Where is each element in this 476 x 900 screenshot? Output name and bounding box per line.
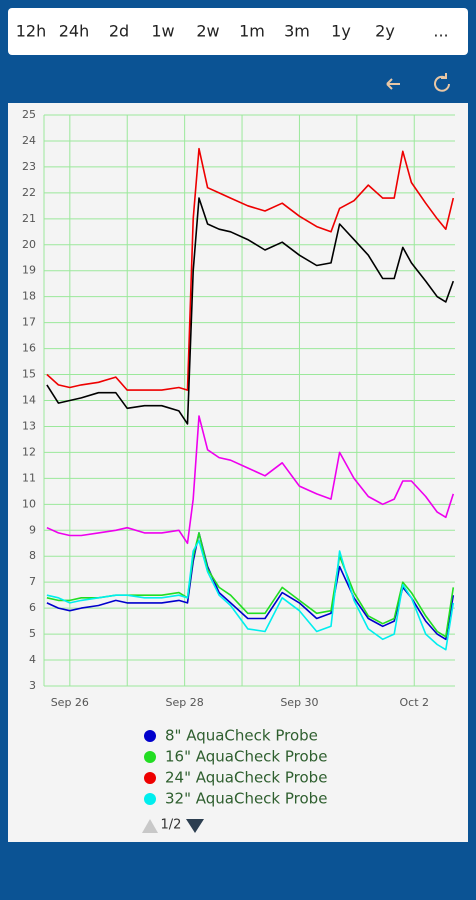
y-tick-label: 21 [22,212,36,225]
back-icon[interactable] [386,78,400,90]
range-button[interactable]: 1w [151,22,174,41]
y-tick-label: 19 [22,264,36,277]
refresh-icon[interactable] [434,73,450,92]
range-button[interactable]: 2w [196,22,219,41]
range-button[interactable]: 3m [284,22,310,41]
y-tick-label: 10 [22,497,36,510]
y-tick-label: 13 [22,419,36,432]
y-tick-label: 5 [29,627,36,640]
range-button[interactable]: 1m [239,22,265,41]
range-button[interactable]: ... [433,22,448,41]
plot: 3 4 5 6 7 8 9 10 11 12 13 14 15 16 17 18 19 20 21 22 23 24 25 S… [22,108,455,709]
y-tick-label: 11 [22,471,36,484]
y-tick-label: 3 [29,679,36,692]
y-tick-label: 23 [22,160,36,173]
series-line [46,415,455,545]
range-button[interactable]: 24h [59,22,90,41]
x-tick-label: Sep 30 [280,696,318,709]
range-button[interactable]: 12h [16,22,47,41]
y-tick-label: 8 [29,549,36,562]
chart-panel [8,103,468,842]
y-tick-label: 6 [29,601,36,614]
legend-marker [144,772,156,784]
y-tick-label: 15 [22,368,36,381]
y-tick-label: 20 [22,238,36,251]
y-tick-label: 24 [22,134,36,147]
y-tick-label: 17 [22,316,36,329]
y-tick-label: 25 [22,108,36,121]
pager-up[interactable] [142,819,158,833]
legend-label: 16" AquaCheck Probe [165,748,327,766]
range-button[interactable]: 2y [375,22,395,41]
pager-down[interactable] [186,819,204,833]
legend-marker [144,793,156,805]
legend-label: 32" AquaCheck Probe [165,790,327,808]
toolbar [8,8,468,55]
y-tick-label: 12 [22,445,36,458]
x-tick-label: Oct 2 [399,696,429,709]
y-tick-label: 22 [22,186,36,199]
x-tick-label: Sep 26 [51,696,89,709]
y-tick-label: 4 [29,653,36,666]
pager-label: 1/2 [161,818,182,833]
series-line [46,539,455,651]
y-tick-label: 9 [29,523,36,536]
x-tick-label: Sep 28 [166,696,204,709]
series-line [46,197,455,425]
y-tick-label: 18 [22,290,36,303]
range-buttons: 12h 24h 2d 1w 2w 1m 3m 1y 2y... [16,22,449,41]
range-button[interactable]: 2d [109,22,129,41]
range-button[interactable]: 1y [331,22,351,41]
series-line [46,147,455,391]
y-tick-label: 16 [22,342,36,355]
y-tick-label: 14 [22,394,36,407]
legend-marker [144,751,156,763]
legend-marker [144,730,156,742]
legend-label: 8" AquaCheck Probe [165,727,318,745]
legend-label: 24" AquaCheck Probe [165,769,327,787]
y-tick-label: 7 [29,575,36,588]
legend: 8" AquaCheck Probe 16" AquaCheck Probe 24"… [144,727,327,808]
